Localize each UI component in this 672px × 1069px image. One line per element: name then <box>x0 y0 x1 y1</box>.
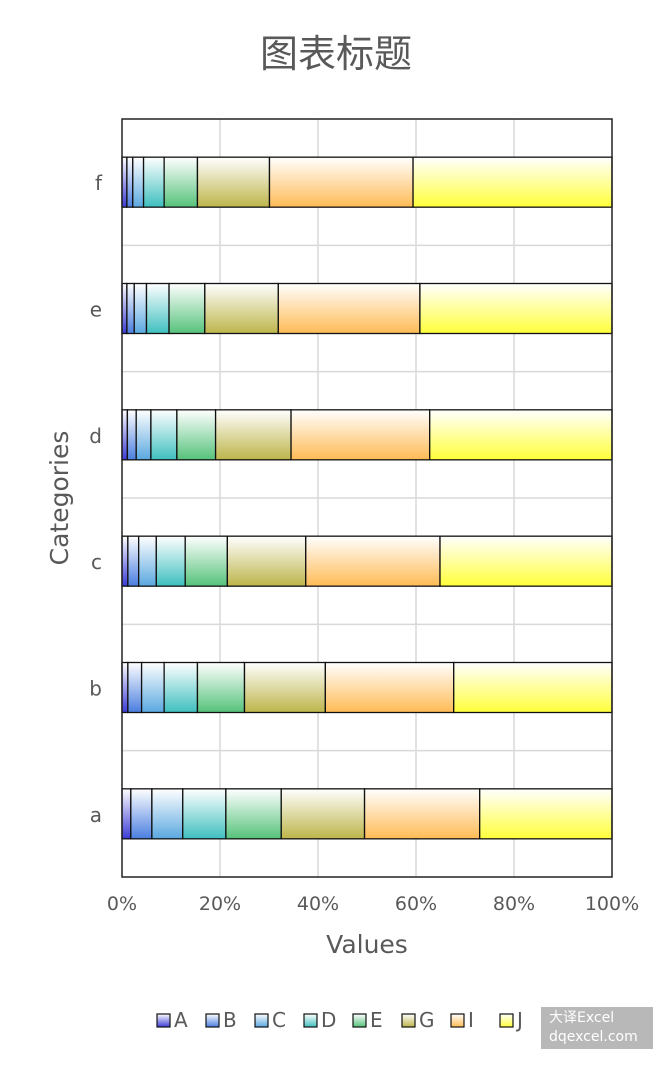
bar-segment-b-E <box>196 661 246 714</box>
bar-segment-a-C <box>151 788 184 840</box>
y-tick-label: b <box>89 677 102 701</box>
bar-segment-b-C <box>140 661 165 714</box>
bar-segment-a-J <box>479 788 613 840</box>
bar-segment-c-B <box>127 535 140 587</box>
bar-segment-d-I <box>290 409 431 461</box>
bar-segment-e-I <box>277 282 421 335</box>
bars <box>121 156 613 840</box>
bar-segment-d-J <box>429 409 613 461</box>
bar-segment-e-C <box>133 282 148 335</box>
bar-segment-e-E <box>168 282 206 335</box>
bar-segment-c-G <box>226 535 307 587</box>
bar-segment-c-D <box>155 535 186 587</box>
watermark-line-2: dqexcel.com <box>549 1029 638 1045</box>
y-tick-label: c <box>91 550 102 574</box>
bar-segment-c-J <box>439 535 613 587</box>
x-tick-label: 80% <box>493 893 535 915</box>
chart-title: 图表标题 <box>260 32 412 76</box>
legend-swatch <box>401 1013 416 1028</box>
y-tick-label: d <box>89 424 102 448</box>
bar-segment-b-B <box>127 661 143 714</box>
legend-swatch <box>205 1013 220 1028</box>
legend-swatch <box>156 1013 171 1028</box>
bar-segment-b-J <box>453 661 613 714</box>
legend-label: A <box>174 1008 188 1032</box>
bar-segment-d-B <box>126 409 137 461</box>
x-tick-label: 40% <box>297 893 339 915</box>
bar-segment-d-D <box>150 409 178 461</box>
bar-segment-b-D <box>163 661 199 714</box>
bar-segment-b-I <box>324 661 455 714</box>
legend-label: E <box>370 1008 383 1032</box>
bar-segment-f-G <box>196 156 271 208</box>
y-tick-label: f <box>95 171 103 195</box>
bar-segment-e-J <box>419 282 613 335</box>
y-tick-label: a <box>90 803 102 827</box>
bar-segment-e-G <box>204 282 279 335</box>
legend-label: I <box>468 1008 474 1032</box>
bar-segment-f-D <box>142 156 165 208</box>
x-axis-tick-labels: 0% 20% 40% 60% 80% 100% <box>107 893 639 915</box>
bar-segment-d-A <box>121 409 129 461</box>
y-axis-category-labels: a b c d e f <box>89 171 103 827</box>
legend-swatch <box>254 1013 269 1028</box>
bar-segment-f-B <box>126 156 134 208</box>
bar-segment-e-D <box>145 282 170 335</box>
legend-swatch <box>450 1013 465 1028</box>
bar-segment-a-E <box>225 788 282 840</box>
bar-segment-a-A <box>121 788 132 840</box>
watermark: 大译Excel dqexcel.com <box>541 1007 653 1049</box>
x-tick-label: 0% <box>107 893 137 915</box>
legend-label: B <box>223 1008 237 1032</box>
bar-segment-c-E <box>184 535 229 587</box>
bar-segment-d-C <box>135 409 152 461</box>
bar-segment-f-J <box>412 156 613 208</box>
bar-segment-a-B <box>130 788 153 840</box>
legend-label: D <box>321 1008 336 1032</box>
bar-segment-a-I <box>363 788 481 840</box>
gridlines <box>122 119 612 877</box>
bar-segment-b-A <box>121 661 129 714</box>
legend-swatch <box>352 1013 367 1028</box>
bar-segment-e-B <box>126 282 135 335</box>
x-tick-label: 60% <box>395 893 437 915</box>
legend-label: J <box>515 1008 523 1032</box>
plot-area-border <box>121 118 613 878</box>
bar-segment-c-A <box>121 535 129 587</box>
legend-label: C <box>272 1008 286 1032</box>
y-axis-title: Categories <box>45 431 74 566</box>
bar-segment-c-C <box>138 535 157 587</box>
bar-segment-b-G <box>243 661 326 714</box>
bar-segment-f-E <box>163 156 199 208</box>
x-tick-label: 20% <box>199 893 241 915</box>
bar-segment-f-I <box>268 156 414 208</box>
legend-label: G <box>419 1008 435 1032</box>
y-tick-label: e <box>90 298 102 322</box>
x-axis-title: Values <box>326 930 408 959</box>
bar-segment-d-E <box>176 409 217 461</box>
bar-segment-f-C <box>132 156 145 208</box>
bar-segment-a-D <box>182 788 227 840</box>
bar-segment-c-I <box>305 535 441 587</box>
bar-segment-d-G <box>214 409 292 461</box>
bar-segment-a-G <box>280 788 366 840</box>
watermark-line-1: 大译Excel <box>549 1010 615 1026</box>
legend-swatch <box>499 1013 514 1028</box>
legend-swatch <box>303 1013 318 1028</box>
x-tick-label: 100% <box>585 893 639 915</box>
